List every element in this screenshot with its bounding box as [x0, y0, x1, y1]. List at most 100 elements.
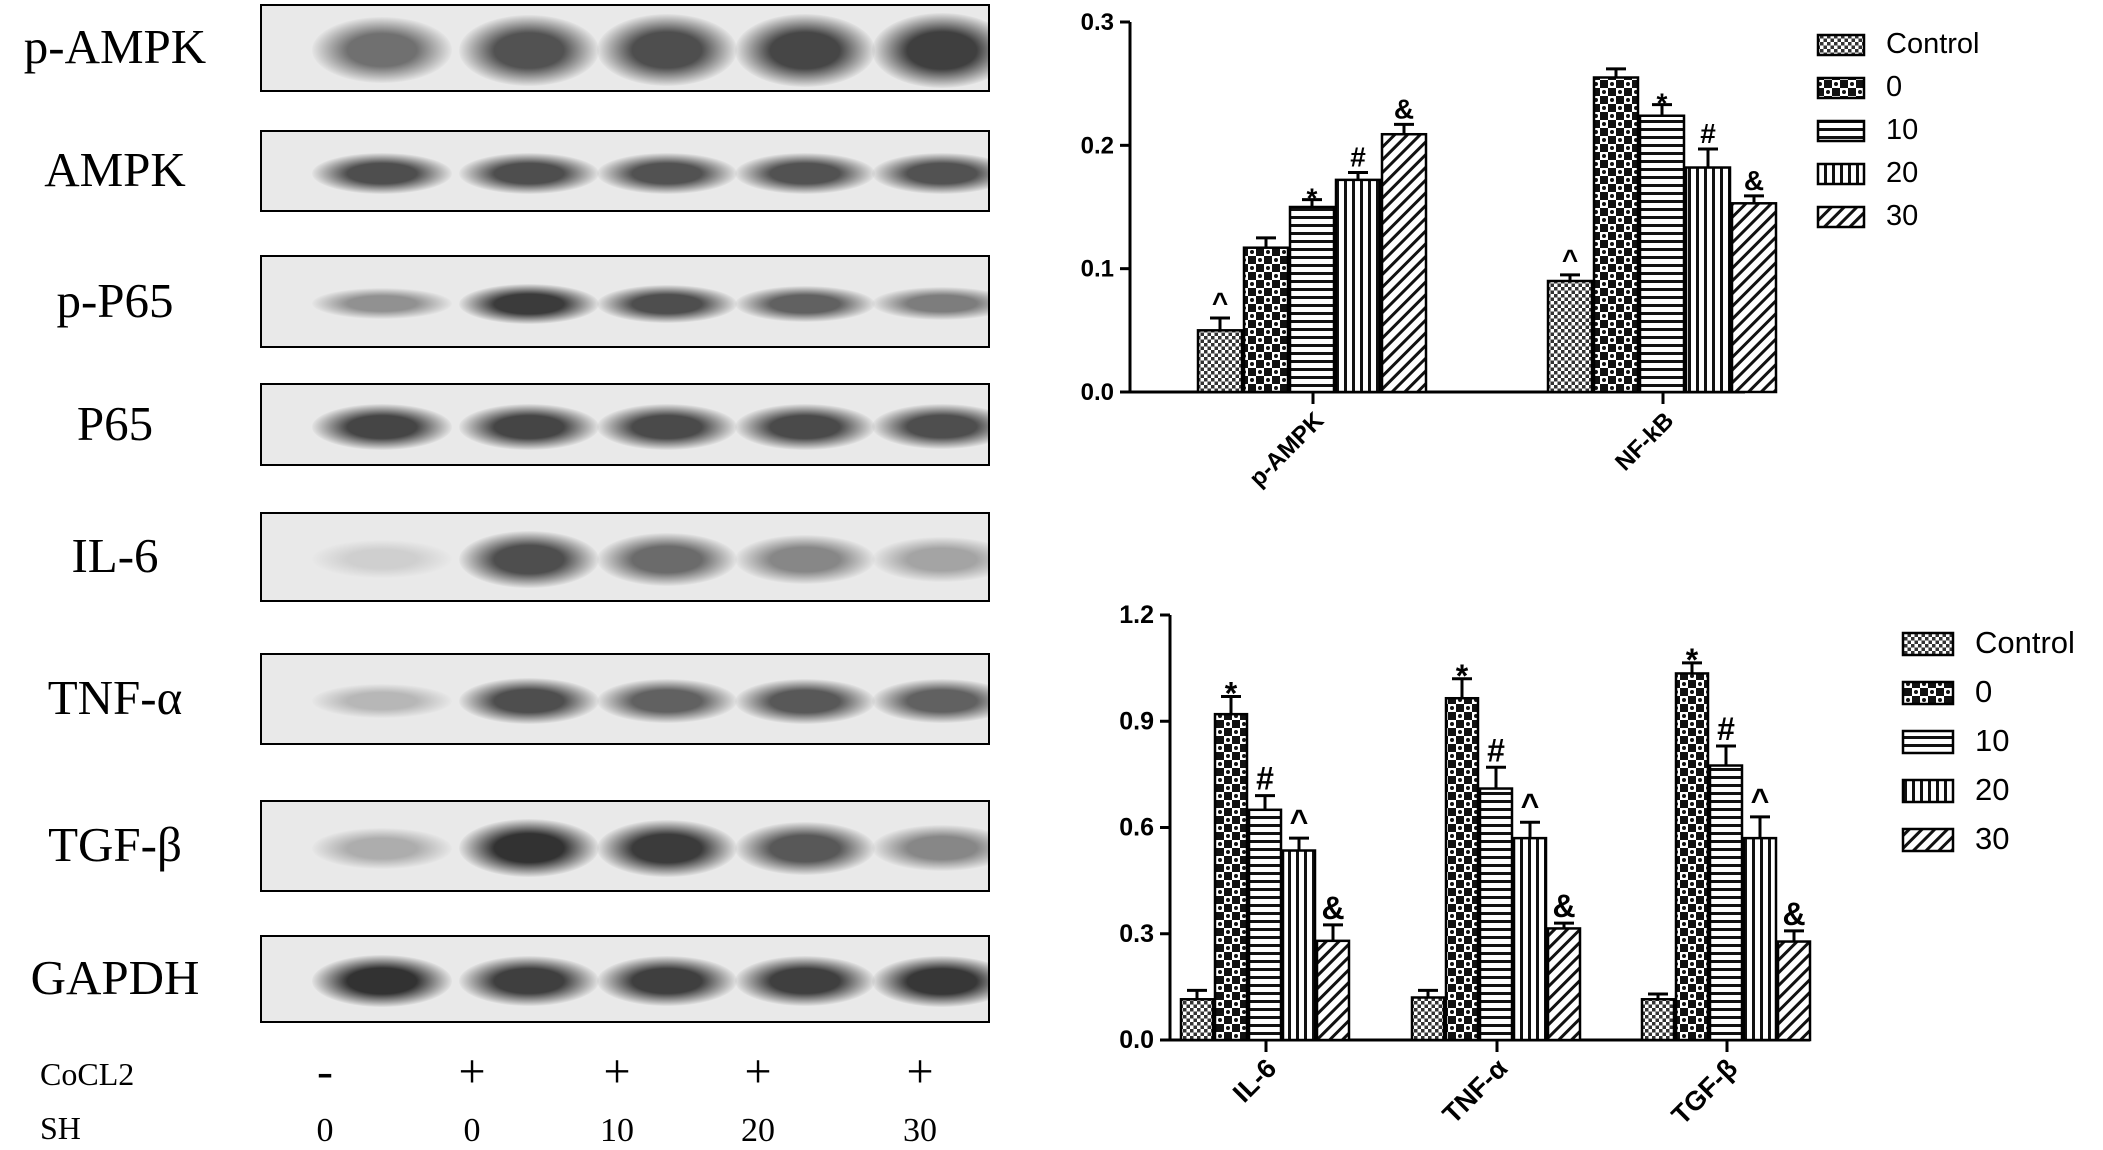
- treatment-value: -: [317, 1045, 333, 1098]
- treatment-value: 0: [316, 1112, 334, 1149]
- blot-band: [735, 286, 875, 322]
- x-category-label: p-AMPK: [1244, 407, 1330, 493]
- blot-strip: [260, 383, 990, 466]
- bar: [1247, 808, 1283, 1042]
- significance-mark: #: [1256, 761, 1274, 797]
- treatment-value: +: [906, 1045, 934, 1098]
- legend-swatch: [1901, 631, 1955, 657]
- legend-label: 10: [1975, 723, 2009, 758]
- blot-row-label: p-AMPK: [23, 19, 207, 74]
- bar: [1213, 712, 1249, 1042]
- blot-strip: [260, 512, 990, 602]
- significance-mark: *: [1686, 642, 1699, 678]
- bar: [1640, 998, 1676, 1042]
- blot-band: [872, 825, 988, 871]
- bar: [1478, 787, 1514, 1042]
- significance-mark: &: [1782, 896, 1805, 932]
- legend-label: 30: [1886, 200, 1918, 232]
- legend-label: 0: [1975, 674, 1992, 709]
- blot-band: [597, 956, 737, 1006]
- treatment-value: 10: [600, 1112, 634, 1149]
- legend-swatch: [1901, 778, 1955, 804]
- significance-mark: *: [1657, 88, 1668, 119]
- bar: [1334, 178, 1382, 394]
- bar: [1674, 672, 1710, 1042]
- bar: [1380, 132, 1428, 394]
- blot-band: [459, 956, 599, 1006]
- blot-row-label: AMPK: [44, 142, 186, 197]
- significance-mark: #: [1700, 118, 1716, 149]
- blot-row-label: TGF-β: [48, 817, 182, 872]
- blot-band: [312, 288, 452, 319]
- bar: [1512, 836, 1548, 1042]
- legend-swatch: [1816, 119, 1866, 143]
- blot-band: [872, 404, 988, 449]
- bar: [1288, 205, 1336, 394]
- blot-band: [872, 537, 988, 582]
- blot-band: [597, 285, 737, 323]
- y-tick-label: 0.0: [1119, 1026, 1154, 1054]
- blot-band: [312, 828, 452, 869]
- significance-mark: *: [1456, 658, 1469, 694]
- legend-label: 30: [1975, 821, 2009, 856]
- blot-band: [312, 17, 452, 83]
- blot-band: [735, 822, 875, 875]
- bar: [1638, 114, 1686, 394]
- blot-band: [735, 153, 875, 194]
- legend-label: 10: [1886, 114, 1918, 146]
- y-tick-label: 0.0: [1081, 379, 1114, 406]
- y-tick-label: 0.9: [1119, 707, 1154, 735]
- legend-label: 0: [1886, 71, 1902, 103]
- legend-label: Control: [1886, 28, 1980, 60]
- significance-mark: #: [1487, 732, 1505, 768]
- bar: [1196, 329, 1244, 394]
- blot-band: [872, 679, 988, 723]
- bar: [1242, 246, 1290, 394]
- x-category-label: IL-6: [1227, 1053, 1282, 1108]
- blot-band: [597, 679, 737, 723]
- bar: [1179, 998, 1215, 1042]
- bar: [1776, 940, 1812, 1042]
- legend-label: 20: [1886, 157, 1918, 189]
- y-tick-label: 0.3: [1081, 9, 1114, 36]
- blot-band: [459, 404, 599, 450]
- significance-mark: #: [1717, 711, 1735, 747]
- treatment-label: SH: [40, 1110, 81, 1146]
- blot-strip: [260, 255, 990, 348]
- bar: [1708, 764, 1744, 1042]
- blot-band: [735, 404, 875, 450]
- bar: [1281, 849, 1317, 1042]
- y-tick-label: 0.3: [1119, 920, 1154, 948]
- x-category-label: TGF-β: [1666, 1053, 1743, 1130]
- blot-strip: [260, 653, 990, 745]
- legend-label: Control: [1975, 625, 2075, 660]
- blot-row-label: TNF-α: [47, 670, 183, 725]
- legend-swatch: [1816, 33, 1866, 57]
- blot-band: [459, 153, 599, 194]
- blot-band: [735, 535, 875, 584]
- significance-mark: ^: [1751, 782, 1770, 818]
- significance-mark: ^: [1562, 244, 1578, 275]
- blot-band: [459, 15, 599, 86]
- blot-row-label: p-P65: [56, 272, 174, 328]
- y-tick-label: 1.2: [1119, 601, 1154, 629]
- x-category-label: TNF-α: [1437, 1053, 1514, 1130]
- blot-band: [735, 14, 875, 87]
- bar: [1315, 939, 1351, 1042]
- blot-band: [459, 678, 599, 724]
- significance-mark: #: [1350, 141, 1366, 172]
- blot-band: [459, 284, 599, 324]
- blot-strip: [260, 800, 990, 892]
- treatment-value: +: [458, 1045, 486, 1098]
- bar: [1546, 927, 1582, 1042]
- treatment-label: CoCL2: [40, 1056, 135, 1092]
- significance-mark: *: [1225, 675, 1238, 711]
- blot-band: [459, 531, 599, 588]
- treatment-value: 20: [741, 1112, 775, 1149]
- blot-band: [735, 956, 875, 1006]
- blot-band: [312, 684, 452, 718]
- bar: [1410, 996, 1446, 1042]
- blot-band: [597, 14, 737, 86]
- bar: [1546, 279, 1594, 394]
- blot-band: [597, 153, 737, 194]
